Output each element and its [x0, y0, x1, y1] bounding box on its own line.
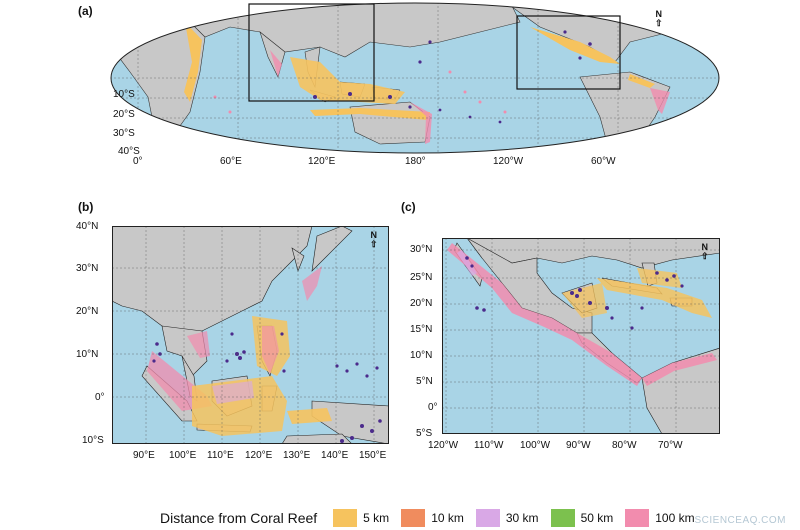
lat-tick: 20°S: [113, 109, 135, 120]
legend-item-100km: 100 km: [625, 509, 695, 527]
lon-tick: 100°W: [520, 440, 551, 451]
lon-tick: 90°W: [566, 440, 591, 451]
asia-map[interactable]: [112, 226, 389, 444]
lat-tick: 30°N: [76, 263, 99, 274]
world-map[interactable]: [110, 2, 720, 154]
lon-tick: 130°E: [283, 450, 311, 461]
north-arrow-a: N ⇧: [655, 9, 663, 28]
panel-a-label: (a): [78, 4, 93, 18]
lat-tick: 0°: [428, 402, 438, 413]
lat-tick: 10°N: [410, 350, 433, 361]
lon-tick: 100°E: [169, 450, 197, 461]
legend-label: 30 km: [505, 511, 539, 525]
inset-box-asia[interactable]: [248, 3, 375, 102]
lon-tick: 60°W: [591, 156, 616, 167]
lat-tick: 0°: [95, 392, 105, 403]
lat-tick: 15°N: [410, 324, 433, 335]
legend-swatch: [333, 509, 358, 527]
lat-tick: 30°N: [410, 244, 433, 255]
legend-label: 10 km: [431, 511, 464, 525]
asia-reef-markers: [152, 332, 382, 443]
lat-tick: 25°N: [410, 272, 433, 283]
caribbean-reef-markers: [465, 256, 684, 330]
lat-tick: 40°N: [76, 221, 99, 232]
legend: Distance from Coral Reef 5 km 10 km 30 k…: [160, 508, 707, 528]
lat-tick: 20°N: [410, 298, 433, 309]
lon-tick: 70°W: [658, 440, 683, 451]
panel-c-label: (c): [401, 200, 416, 214]
legend-item-30km: 30 km: [475, 509, 539, 527]
legend-item-5km: 5 km: [333, 509, 389, 527]
lat-tick: 5°S: [416, 428, 433, 439]
legend-label: 100 km: [655, 511, 695, 525]
lon-tick: 140°E: [321, 450, 349, 461]
lon-tick: 110°W: [474, 440, 504, 451]
north-arrow-b: N ⇧: [370, 230, 378, 249]
legend-label: 50 km: [580, 511, 614, 525]
legend-swatch: [625, 509, 650, 527]
legend-title: Distance from Coral Reef: [160, 510, 318, 526]
lon-tick: 180°: [405, 156, 426, 167]
watermark: SCIENCEAQ.COM: [694, 515, 786, 526]
lat-tick: 40°S: [118, 146, 140, 157]
panel-b-label: (b): [78, 200, 94, 214]
lon-tick: 120°W: [428, 440, 459, 451]
legend-swatch: [475, 509, 500, 527]
lat-tick: 10°S: [82, 435, 104, 446]
legend-label: 5 km: [363, 511, 390, 525]
lon-tick: 120°E: [308, 156, 336, 167]
inset-box-caribbean[interactable]: [516, 15, 621, 90]
asia-graticule: [112, 226, 389, 444]
lat-tick: 20°N: [76, 306, 99, 317]
lon-tick: 110°E: [207, 450, 234, 461]
legend-swatch: [401, 509, 426, 527]
lon-tick: 120°E: [245, 450, 273, 461]
caribbean-map[interactable]: [442, 238, 720, 434]
lon-tick: 0°: [133, 156, 143, 167]
lat-tick: 5°N: [416, 376, 433, 387]
lat-tick: 10°N: [76, 349, 99, 360]
lon-tick: 150°E: [359, 450, 387, 461]
lon-tick: 120°W: [493, 156, 524, 167]
legend-swatch: [550, 509, 575, 527]
caribbean-graticule: [442, 238, 720, 434]
north-arrow-c: N ⇧: [701, 242, 709, 261]
lon-tick: 60°E: [220, 156, 242, 167]
lon-tick: 90°E: [133, 450, 155, 461]
asia-reef-zones: [147, 266, 332, 436]
legend-item-10km: 10 km: [401, 509, 464, 527]
lon-tick: 80°W: [612, 440, 637, 451]
lat-tick: 10°S: [113, 89, 135, 100]
legend-item-50km: 50 km: [550, 509, 614, 527]
lat-tick: 30°S: [113, 128, 135, 139]
